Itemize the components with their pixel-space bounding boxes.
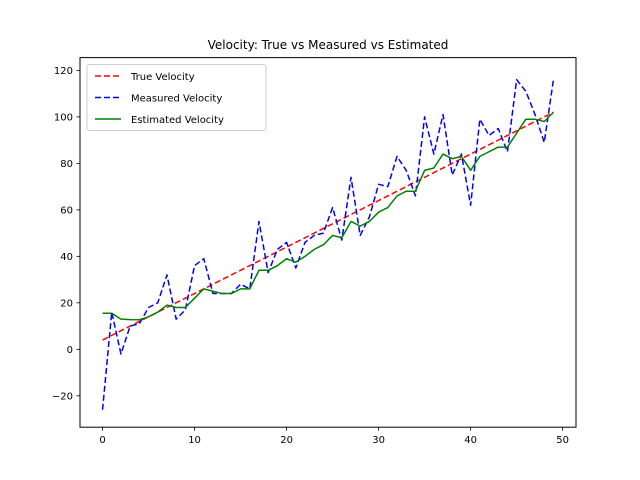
y-tick-label: 60 xyxy=(60,205,73,216)
y-tick-label: −20 xyxy=(52,391,73,402)
series-line-estimated-velocity xyxy=(102,111,554,321)
y-axis: −20 0 20 40 60 80 100 120 xyxy=(52,66,80,402)
legend-label: Estimated Velocity xyxy=(131,115,224,126)
y-tick-label: 0 xyxy=(67,345,73,356)
x-tick-label: 50 xyxy=(556,435,569,446)
series-line-measured-velocity xyxy=(101,78,555,410)
x-tick-label: 0 xyxy=(99,435,105,446)
y-tick-label: 80 xyxy=(60,159,73,170)
series-line-true-velocity xyxy=(102,111,554,341)
x-tick-label: 10 xyxy=(188,435,201,446)
y-tick-label: 20 xyxy=(60,298,73,309)
chart-title: Velocity: True vs Measured vs Estimated xyxy=(208,38,449,52)
x-tick-label: 40 xyxy=(464,435,477,446)
plot-lines xyxy=(101,78,555,410)
x-axis: 0 10 20 30 40 50 xyxy=(99,427,569,446)
y-tick-label: 100 xyxy=(54,112,73,123)
y-tick-label: 40 xyxy=(60,252,73,263)
legend-label: Measured Velocity xyxy=(131,94,222,105)
legend-box xyxy=(86,64,267,131)
legend: True Velocity Measured Velocity Estimated … xyxy=(86,64,267,131)
x-tick-label: 30 xyxy=(372,435,385,446)
legend-label: True Velocity xyxy=(130,72,195,83)
plot-frame xyxy=(79,57,577,428)
y-tick-label: 120 xyxy=(54,66,73,77)
x-tick-label: 20 xyxy=(280,435,293,446)
